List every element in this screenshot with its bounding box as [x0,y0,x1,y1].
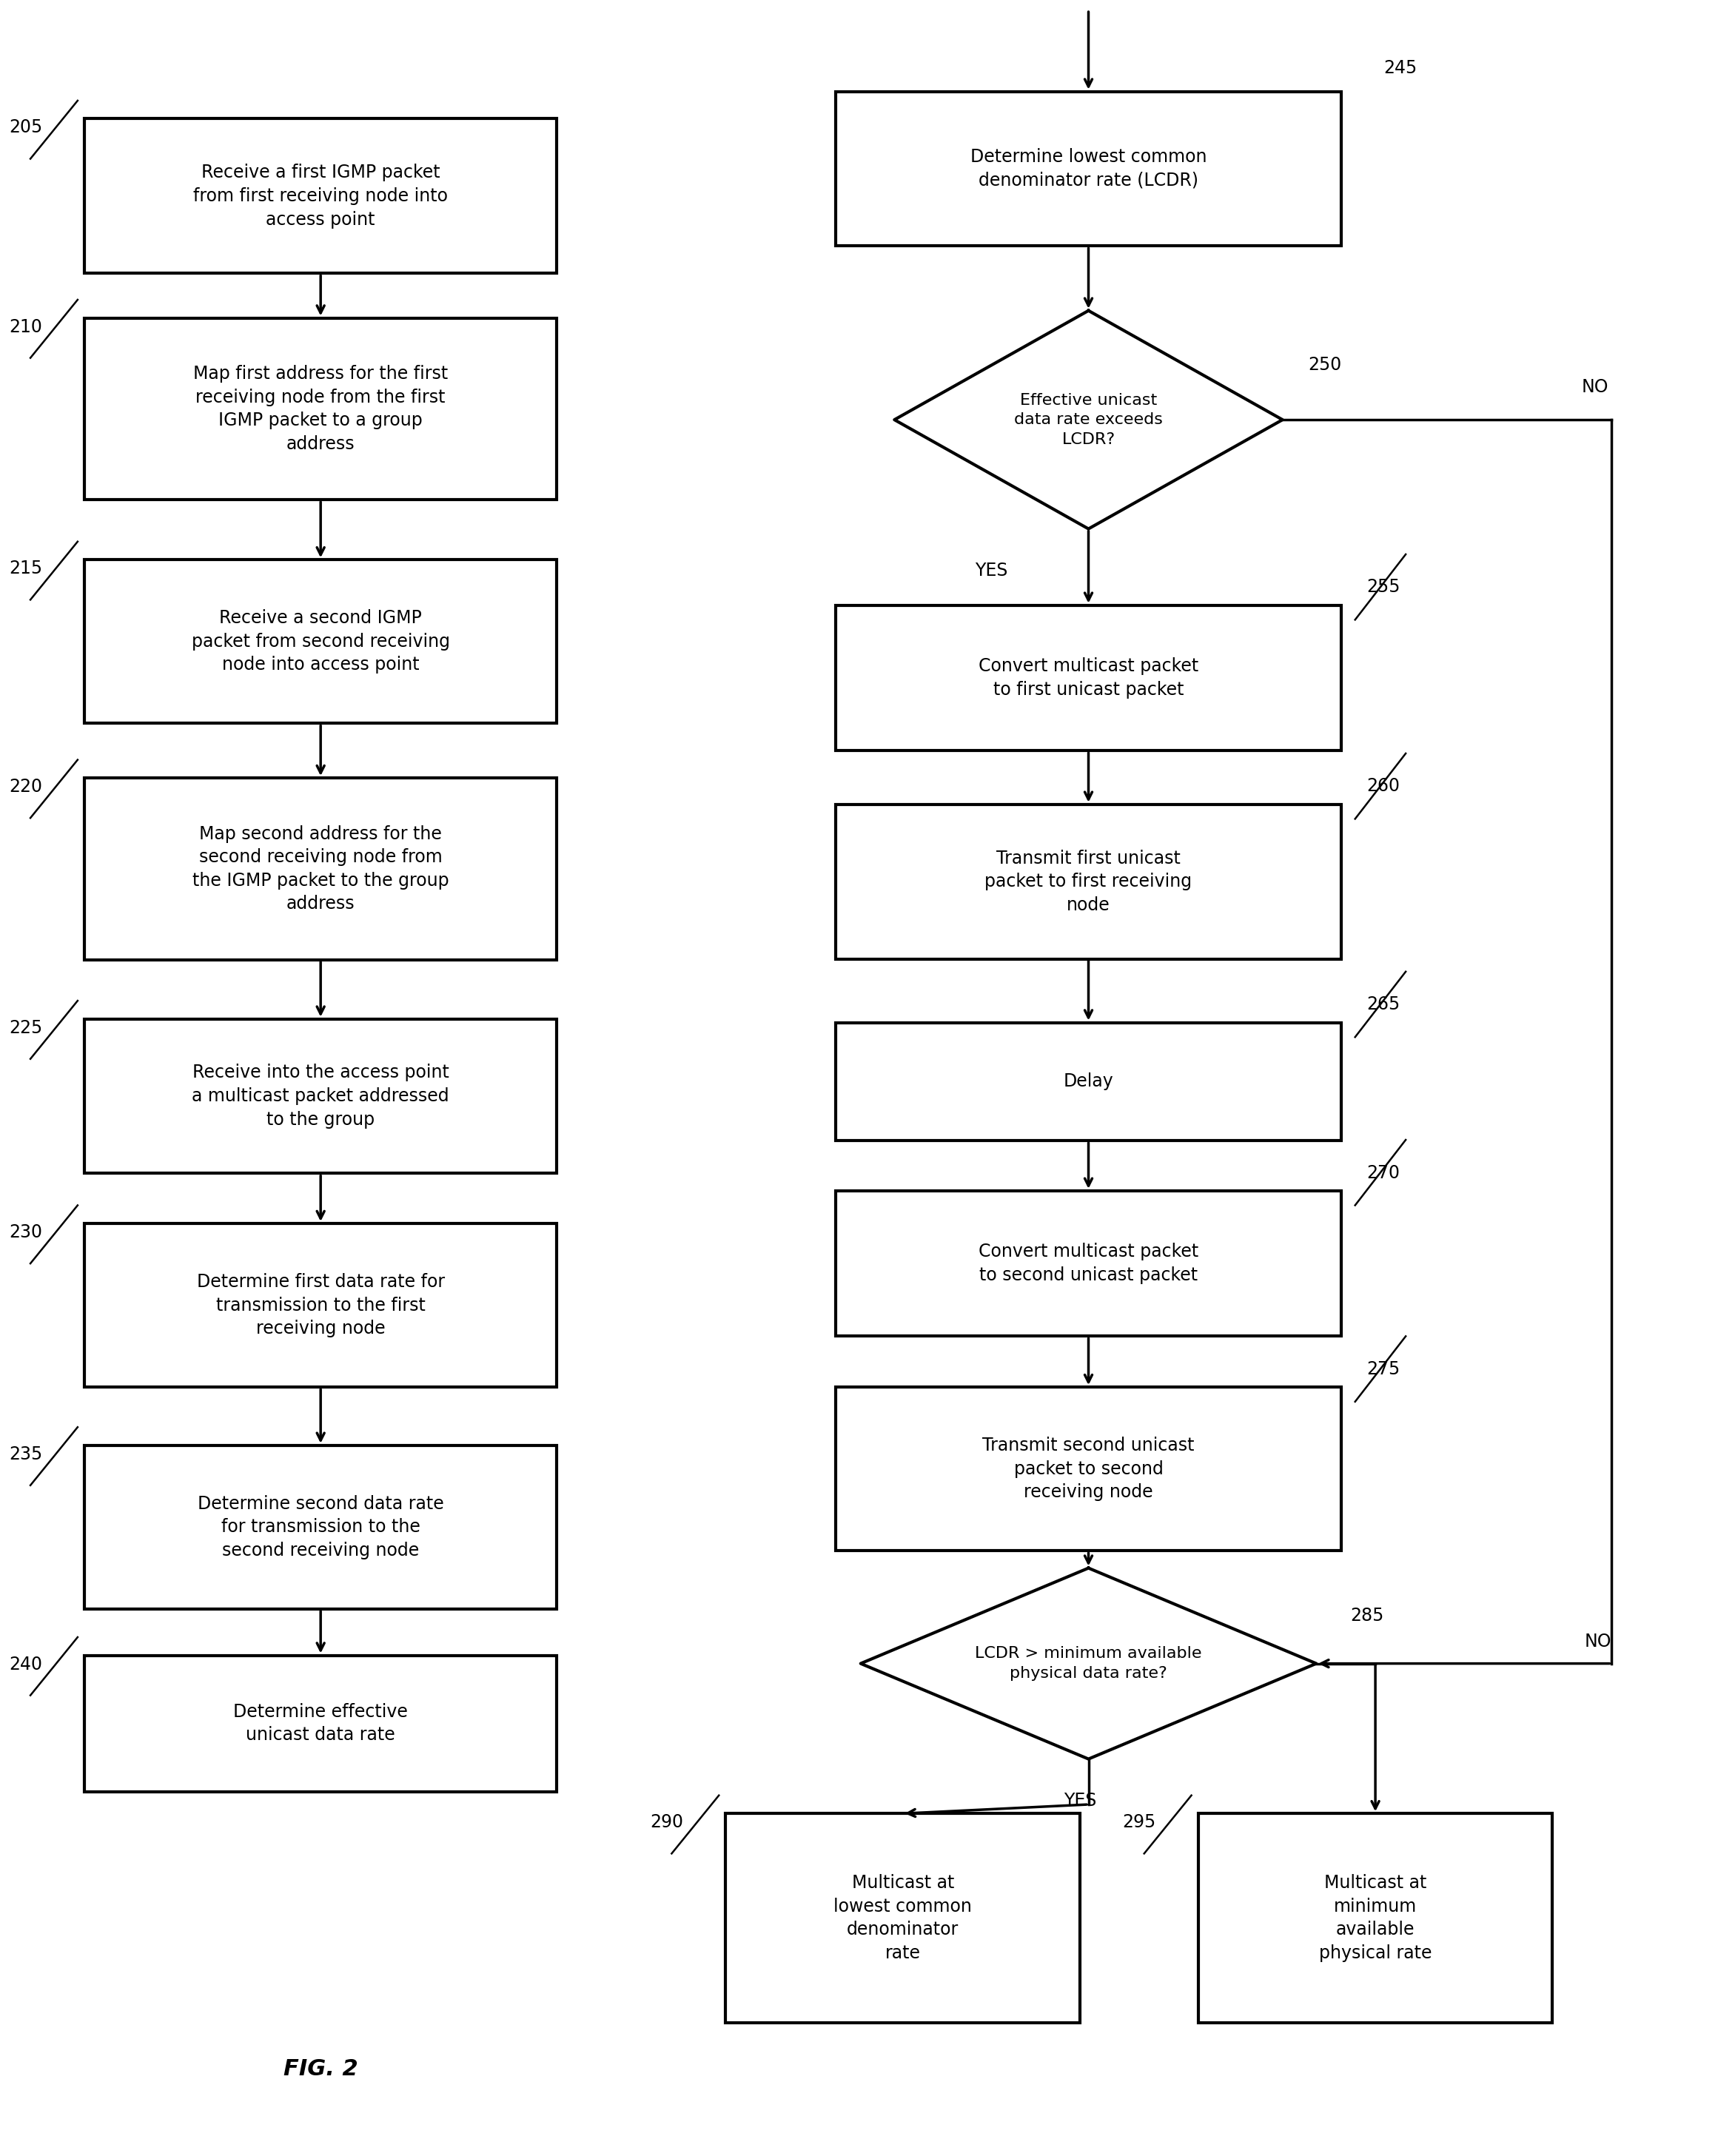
Text: YES: YES [976,561,1008,580]
Text: 255: 255 [1368,578,1400,595]
Text: Determine lowest common
denominator rate (LCDR): Determine lowest common denominator rate… [971,149,1206,190]
Text: Receive a second IGMP
packet from second receiving
node into access point: Receive a second IGMP packet from second… [191,610,450,675]
Text: Transmit first unicast
packet to first receiving
node: Transmit first unicast packet to first r… [984,849,1192,914]
Text: Transmit second unicast
packet to second
receiving node: Transmit second unicast packet to second… [983,1436,1194,1501]
Text: NO: NO [1584,1632,1611,1651]
Text: 285: 285 [1350,1606,1383,1626]
FancyBboxPatch shape [835,606,1342,750]
Text: 230: 230 [9,1222,43,1242]
Text: Convert multicast packet
to second unicast packet: Convert multicast packet to second unica… [979,1242,1199,1285]
Text: 205: 205 [9,119,43,136]
FancyBboxPatch shape [84,317,557,500]
FancyBboxPatch shape [84,1020,557,1173]
Text: Determine first data rate for
transmission to the first
receiving node: Determine first data rate for transmissi… [196,1272,445,1337]
FancyBboxPatch shape [84,1656,557,1792]
Text: Convert multicast packet
to first unicast packet: Convert multicast packet to first unicas… [979,658,1199,699]
Text: 250: 250 [1307,356,1342,373]
FancyBboxPatch shape [835,1022,1342,1141]
Text: Map first address for the first
receiving node from the first
IGMP packet to a g: Map first address for the first receivin… [192,364,448,453]
Text: 240: 240 [9,1656,43,1673]
Text: 225: 225 [9,1020,43,1037]
Text: 220: 220 [9,778,43,796]
Text: 235: 235 [9,1445,43,1464]
Text: Delay: Delay [1063,1074,1113,1091]
FancyBboxPatch shape [835,1386,1342,1550]
Text: 245: 245 [1383,58,1417,78]
Text: 270: 270 [1368,1164,1400,1181]
FancyBboxPatch shape [1197,1813,1553,2022]
Text: 275: 275 [1368,1360,1400,1378]
Text: LCDR > minimum available
physical data rate?: LCDR > minimum available physical data r… [976,1647,1203,1682]
Text: NO: NO [1581,377,1608,397]
FancyBboxPatch shape [84,119,557,274]
FancyBboxPatch shape [84,1222,557,1386]
Text: 290: 290 [649,1813,684,1830]
Text: Map second address for the
second receiving node from
the IGMP packet to the gro: Map second address for the second receiv… [192,826,448,912]
Text: 210: 210 [9,317,43,336]
FancyBboxPatch shape [725,1813,1081,2022]
Text: Receive into the access point
a multicast packet addressed
to the group: Receive into the access point a multicas… [192,1063,450,1128]
FancyBboxPatch shape [84,1445,557,1608]
Text: Receive a first IGMP packet
from first receiving node into
access point: Receive a first IGMP packet from first r… [194,164,448,229]
FancyBboxPatch shape [835,1190,1342,1337]
FancyBboxPatch shape [835,804,1342,959]
Text: 265: 265 [1368,996,1400,1013]
Text: Multicast at
lowest common
denominator
rate: Multicast at lowest common denominator r… [833,1874,972,1962]
Text: Multicast at
minimum
available
physical rate: Multicast at minimum available physical … [1319,1874,1431,1962]
FancyBboxPatch shape [84,778,557,959]
Text: 260: 260 [1368,778,1400,796]
FancyBboxPatch shape [84,561,557,724]
Text: 295: 295 [1122,1813,1156,1830]
Text: Determine second data rate
for transmission to the
second receiving node: Determine second data rate for transmiss… [198,1494,443,1559]
Text: Determine effective
unicast data rate: Determine effective unicast data rate [234,1703,407,1744]
Text: Effective unicast
data rate exceeds
LCDR?: Effective unicast data rate exceeds LCDR… [1014,392,1163,446]
Text: 215: 215 [9,561,43,578]
Text: FIG. 2: FIG. 2 [283,2059,357,2081]
FancyBboxPatch shape [835,91,1342,246]
Text: YES: YES [1063,1792,1096,1809]
